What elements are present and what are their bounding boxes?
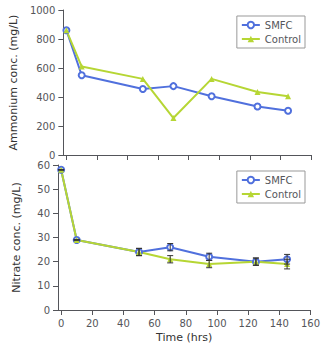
svg-text:160: 160 bbox=[301, 318, 320, 329]
svg-text:SMFC: SMFC bbox=[265, 20, 293, 31]
svg-text:20: 20 bbox=[86, 318, 99, 329]
svg-text:10: 10 bbox=[37, 280, 50, 291]
svg-text:140: 140 bbox=[270, 318, 289, 329]
svg-text:60: 60 bbox=[37, 160, 50, 171]
svg-text:100: 100 bbox=[207, 318, 226, 329]
svg-text:60: 60 bbox=[148, 318, 161, 329]
svg-text:1000: 1000 bbox=[30, 5, 55, 16]
svg-text:0: 0 bbox=[44, 305, 50, 316]
svg-text:800: 800 bbox=[36, 34, 55, 45]
svg-text:120: 120 bbox=[239, 318, 258, 329]
svg-text:0: 0 bbox=[58, 318, 64, 329]
svg-text:0: 0 bbox=[49, 149, 56, 161]
svg-text:200: 200 bbox=[36, 121, 55, 132]
svg-text:600: 600 bbox=[36, 63, 55, 74]
svg-text:400: 400 bbox=[36, 92, 55, 103]
svg-text:40: 40 bbox=[117, 318, 130, 329]
svg-text:50: 50 bbox=[37, 184, 50, 195]
svg-text:Control: Control bbox=[265, 189, 301, 200]
svg-text:Ammonium conc. (mg/L): Ammonium conc. (mg/L) bbox=[7, 15, 20, 151]
svg-text:80: 80 bbox=[179, 318, 192, 329]
svg-text:20: 20 bbox=[37, 256, 50, 267]
svg-text:30: 30 bbox=[37, 232, 50, 243]
svg-text:Time (hrs): Time (hrs) bbox=[155, 331, 212, 344]
svg-text:Control: Control bbox=[265, 34, 301, 45]
svg-text:40: 40 bbox=[37, 208, 50, 219]
svg-text:SMFC: SMFC bbox=[265, 175, 293, 186]
svg-text:Nitrate conc. (mg/L): Nitrate conc. (mg/L) bbox=[10, 182, 23, 292]
